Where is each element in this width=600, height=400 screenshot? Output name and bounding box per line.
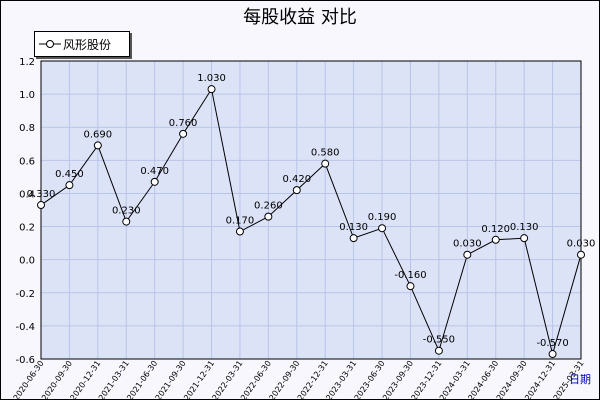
data-point — [378, 224, 387, 233]
legend-marker-icon — [39, 40, 61, 48]
x-tick-label: 2022-12-31 — [296, 359, 330, 399]
data-label: -0.550 — [423, 335, 455, 346]
data-point — [65, 181, 74, 190]
y-tick-label: 0.4 — [19, 189, 35, 200]
data-label: 0.580 — [311, 148, 340, 159]
x-tick-label: 2023-06-30 — [353, 359, 387, 399]
x-tick-label: 2021-09-30 — [154, 359, 188, 399]
y-tick-label: 0.6 — [19, 156, 35, 167]
data-point — [491, 235, 500, 244]
data-label: -0.570 — [536, 338, 568, 349]
data-label: 0.190 — [368, 212, 397, 223]
data-label: 0.120 — [481, 224, 510, 235]
x-axis-unit: 日期 — [569, 373, 591, 386]
x-tick-label: 2022-09-30 — [267, 359, 301, 399]
data-label: 0.330 — [27, 189, 56, 200]
data-point — [349, 234, 358, 243]
x-tick-label: 2023-12-31 — [409, 359, 443, 399]
data-point — [520, 234, 529, 243]
x-tick-label: 2022-03-31 — [211, 359, 245, 399]
data-label: 0.450 — [55, 169, 84, 180]
y-tick-label: 0.2 — [19, 223, 35, 234]
data-label: 0.470 — [140, 166, 169, 177]
legend: 风形股份 — [34, 31, 130, 57]
data-point — [548, 350, 557, 359]
data-label: 0.420 — [282, 174, 311, 185]
data-point — [122, 217, 131, 226]
data-label: 0.130 — [339, 222, 368, 233]
data-label: -0.160 — [394, 270, 426, 281]
y-tick-label: -0.4 — [15, 322, 35, 333]
x-tick-label: 2022-06-30 — [239, 359, 273, 399]
data-point — [93, 141, 102, 150]
data-point — [150, 177, 159, 186]
data-label: 0.130 — [510, 222, 539, 233]
x-tick-label: 2021-12-31 — [182, 359, 216, 399]
legend-series-label: 风形股份 — [63, 38, 112, 52]
x-tick-label: 2024-12-31 — [523, 359, 557, 399]
x-tick-label: 2023-03-31 — [324, 359, 358, 399]
y-tick-label: 1.2 — [19, 57, 35, 68]
x-tick-label: 2021-06-30 — [125, 359, 159, 399]
data-label: 0.030 — [567, 239, 596, 250]
x-tick-label: 2020-12-31 — [68, 359, 102, 399]
y-tick-label: 1.0 — [19, 90, 35, 101]
y-tick-label: 0.0 — [19, 256, 35, 267]
axes-box — [40, 60, 582, 360]
x-tick-label: 2024-06-30 — [466, 359, 500, 399]
y-tick-label: 0.8 — [19, 123, 35, 134]
data-label: 0.030 — [453, 239, 482, 250]
data-label: 1.030 — [197, 73, 226, 84]
chart-title: 每股收益 对比 — [243, 7, 357, 28]
data-point — [37, 201, 45, 210]
data-point — [321, 159, 330, 168]
x-tick-label: 2020-09-30 — [40, 359, 74, 399]
data-point — [264, 212, 273, 221]
x-tick-label: 2024-09-30 — [495, 359, 529, 399]
data-label: 0.230 — [112, 206, 141, 217]
data-label: 0.260 — [254, 201, 283, 212]
data-point — [463, 250, 472, 259]
data-point — [235, 227, 244, 236]
data-label: 0.760 — [169, 118, 198, 129]
data-point — [179, 129, 188, 138]
data-point — [406, 282, 415, 291]
data-label: 0.690 — [84, 129, 113, 140]
data-point — [207, 85, 216, 94]
data-point — [434, 346, 443, 355]
plot-background — [41, 61, 581, 359]
data-point — [577, 250, 585, 259]
data-point — [292, 186, 301, 195]
x-tick-label: 2024-03-31 — [438, 359, 472, 399]
data-label: 0.170 — [226, 216, 255, 227]
x-tick-label: 2021-03-31 — [97, 359, 131, 399]
x-tick-label: 2023-09-30 — [381, 359, 415, 399]
y-tick-label: -0.2 — [15, 289, 35, 300]
y-tick-label: -0.6 — [15, 355, 35, 366]
series-line — [40, 87, 582, 356]
